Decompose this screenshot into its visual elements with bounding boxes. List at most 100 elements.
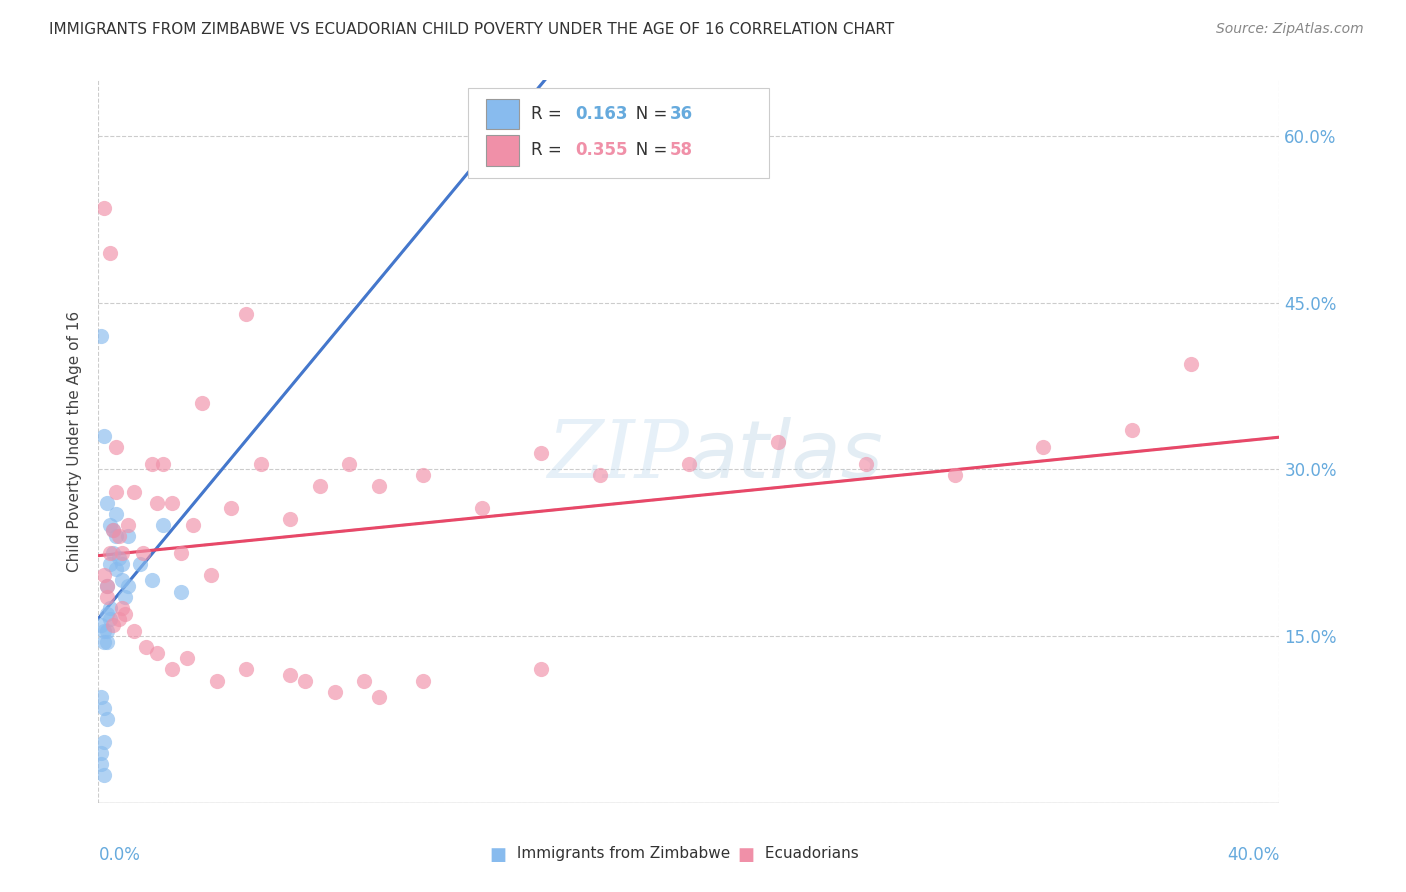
Point bbox=[235, 662, 257, 676]
Point bbox=[176, 651, 198, 665]
Point bbox=[181, 517, 204, 532]
Text: 0.355: 0.355 bbox=[575, 141, 628, 160]
Point bbox=[90, 746, 112, 760]
Text: 0.0%: 0.0% bbox=[98, 847, 141, 864]
Point bbox=[205, 673, 228, 688]
Point bbox=[93, 701, 115, 715]
Point bbox=[90, 690, 112, 705]
Point bbox=[135, 640, 157, 655]
Point bbox=[146, 646, 169, 660]
Point bbox=[103, 524, 125, 538]
Point bbox=[1032, 440, 1054, 454]
Point bbox=[122, 624, 145, 638]
Text: R =: R = bbox=[530, 105, 572, 123]
Point bbox=[96, 624, 118, 638]
Text: 58: 58 bbox=[671, 141, 693, 160]
Point bbox=[221, 501, 243, 516]
Point bbox=[117, 517, 139, 532]
Point bbox=[117, 529, 139, 543]
Point bbox=[105, 507, 128, 521]
Point bbox=[152, 457, 174, 471]
Point bbox=[98, 546, 121, 560]
Text: Ecuadorians: Ecuadorians bbox=[759, 847, 859, 861]
Text: N =: N = bbox=[620, 105, 673, 123]
Point bbox=[103, 546, 125, 560]
Text: 0.163: 0.163 bbox=[575, 105, 628, 123]
Point bbox=[280, 668, 302, 682]
Point bbox=[141, 457, 163, 471]
Point bbox=[191, 395, 214, 409]
FancyBboxPatch shape bbox=[468, 87, 769, 178]
Point bbox=[96, 634, 118, 648]
Point bbox=[108, 551, 131, 566]
Point bbox=[105, 562, 128, 576]
Text: 36: 36 bbox=[671, 105, 693, 123]
Point bbox=[162, 496, 183, 510]
Point bbox=[98, 245, 121, 260]
Point bbox=[105, 529, 128, 543]
Point bbox=[93, 429, 115, 443]
Point bbox=[96, 579, 118, 593]
Point bbox=[146, 496, 169, 510]
Point bbox=[530, 445, 553, 459]
Point bbox=[855, 457, 877, 471]
Point bbox=[1180, 357, 1202, 371]
Point bbox=[93, 634, 115, 648]
Text: IMMIGRANTS FROM ZIMBABWE VS ECUADORIAN CHILD POVERTY UNDER THE AGE OF 16 CORRELA: IMMIGRANTS FROM ZIMBABWE VS ECUADORIAN C… bbox=[49, 22, 894, 37]
Point bbox=[103, 618, 125, 632]
Point bbox=[235, 307, 257, 321]
Text: Immigrants from Zimbabwe: Immigrants from Zimbabwe bbox=[512, 847, 730, 861]
Point bbox=[90, 756, 112, 771]
Point bbox=[90, 618, 112, 632]
Point bbox=[114, 607, 136, 621]
Point bbox=[96, 590, 118, 604]
Point bbox=[766, 434, 789, 449]
Point bbox=[117, 579, 139, 593]
Point bbox=[111, 546, 134, 560]
Text: ■: ■ bbox=[489, 847, 506, 864]
Point bbox=[323, 684, 346, 698]
Point bbox=[170, 546, 193, 560]
Point bbox=[250, 457, 273, 471]
Point bbox=[98, 517, 121, 532]
Point bbox=[162, 662, 183, 676]
Text: R =: R = bbox=[530, 141, 572, 160]
Point bbox=[368, 479, 391, 493]
Point bbox=[114, 590, 136, 604]
Point bbox=[353, 673, 375, 688]
Point bbox=[98, 557, 121, 571]
Point bbox=[96, 579, 118, 593]
Point bbox=[96, 713, 118, 727]
Point bbox=[170, 584, 193, 599]
Point bbox=[93, 734, 115, 748]
Point bbox=[339, 457, 361, 471]
Text: N =: N = bbox=[620, 141, 673, 160]
Point bbox=[471, 501, 494, 516]
Y-axis label: Child Poverty Under the Age of 16: Child Poverty Under the Age of 16 bbox=[67, 311, 83, 572]
Point bbox=[132, 546, 155, 560]
Point bbox=[280, 512, 302, 526]
Point bbox=[368, 690, 391, 705]
Point bbox=[678, 457, 700, 471]
Point bbox=[943, 467, 966, 482]
Point bbox=[309, 479, 332, 493]
Text: atlas: atlas bbox=[689, 417, 884, 495]
Point bbox=[412, 467, 434, 482]
Point bbox=[90, 329, 112, 343]
Point bbox=[589, 467, 612, 482]
Point bbox=[98, 612, 121, 626]
Point bbox=[108, 529, 131, 543]
Text: ZIP: ZIP bbox=[547, 417, 689, 495]
Point bbox=[530, 662, 553, 676]
Point bbox=[93, 768, 115, 782]
Point bbox=[111, 557, 134, 571]
Point bbox=[98, 601, 121, 615]
Point bbox=[1121, 424, 1143, 438]
Point bbox=[412, 673, 434, 688]
Text: 40.0%: 40.0% bbox=[1227, 847, 1279, 864]
Point bbox=[111, 601, 134, 615]
Point bbox=[103, 524, 125, 538]
Point bbox=[93, 624, 115, 638]
FancyBboxPatch shape bbox=[486, 99, 519, 129]
Point bbox=[96, 496, 118, 510]
